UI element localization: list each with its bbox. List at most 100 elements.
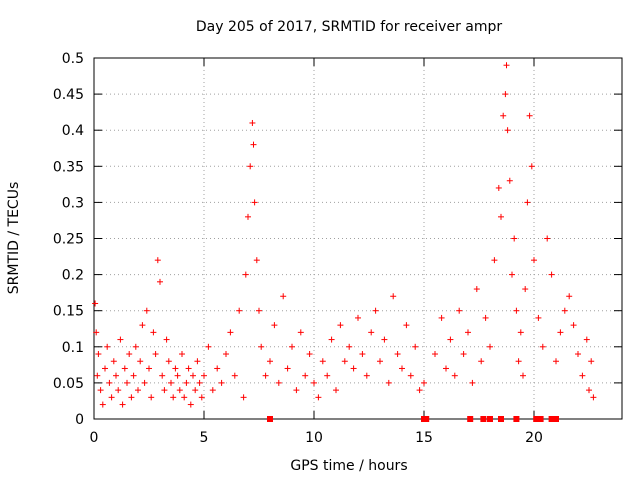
zero-marker	[267, 416, 273, 422]
data-point	[218, 379, 225, 386]
data-point	[196, 379, 203, 386]
data-point	[132, 343, 139, 350]
data-point	[256, 307, 262, 314]
data-point	[579, 372, 586, 379]
zero-marker	[487, 416, 493, 422]
data-point	[152, 351, 159, 358]
data-point	[583, 336, 590, 343]
data-point	[94, 372, 101, 379]
data-point	[284, 365, 291, 372]
data-point	[121, 365, 128, 372]
data-point	[377, 358, 383, 365]
data-point	[135, 387, 141, 394]
data-point	[141, 379, 148, 386]
y-tick-label: 0.4	[62, 123, 84, 139]
data-point	[432, 351, 438, 358]
y-tick-label: 0.45	[53, 87, 84, 103]
data-point	[148, 394, 155, 401]
data-point	[487, 343, 493, 350]
data-point	[110, 358, 117, 365]
data-point	[465, 329, 471, 336]
data-point	[319, 358, 326, 365]
data-point	[586, 387, 592, 394]
data-point	[460, 351, 467, 358]
data-point	[513, 307, 520, 314]
data-point	[511, 235, 518, 242]
data-point	[159, 372, 166, 379]
data-point	[168, 379, 174, 386]
data-point	[528, 163, 535, 170]
data-point	[328, 336, 335, 343]
data-point	[399, 365, 405, 372]
data-point	[130, 372, 137, 379]
data-point	[355, 314, 361, 321]
zero-marker	[467, 416, 474, 422]
data-point	[412, 343, 419, 350]
data-point	[302, 372, 309, 379]
y-tick-label: 0.05	[53, 376, 84, 392]
data-point	[209, 387, 216, 394]
data-point	[394, 351, 401, 358]
data-point	[192, 387, 199, 394]
data-point	[535, 314, 542, 321]
data-point	[113, 372, 119, 379]
data-point	[106, 379, 113, 386]
y-tick-label: 0.2	[62, 268, 84, 284]
data-point	[253, 257, 260, 264]
data-point	[498, 213, 504, 220]
data-point	[561, 307, 568, 314]
x-tick-label: 10	[305, 430, 323, 446]
data-point	[183, 379, 190, 386]
data-point	[137, 358, 144, 365]
zero-marker	[553, 416, 559, 422]
y-tick-label: 0.15	[53, 304, 84, 320]
grid-lines	[94, 58, 622, 419]
zero-marker	[537, 416, 544, 422]
data-point	[170, 394, 177, 401]
data-point	[258, 343, 265, 350]
y-tick-label: 0.35	[53, 159, 84, 175]
data-point	[509, 271, 515, 278]
tick-labels: 0 5 10 15 20 0 0.05 0.1 0.15 0.2 0.25 0.3 0.35 0.4 0.4…	[53, 51, 543, 446]
data-point	[139, 322, 146, 329]
y-axis-label: SRMTID / TECUs	[6, 182, 22, 295]
data-point	[566, 293, 573, 300]
data-point	[275, 379, 282, 386]
x-tick-label: 5	[200, 430, 209, 446]
data-point	[517, 329, 524, 336]
data-point	[522, 286, 529, 293]
data-point	[341, 358, 348, 365]
axis-ticks	[93, 57, 622, 420]
y-tick-label: 0.3	[62, 195, 84, 211]
data-point	[236, 307, 243, 314]
data-point	[165, 358, 172, 365]
zero-marker	[498, 416, 504, 422]
data-point	[515, 358, 522, 365]
data-point	[539, 343, 546, 350]
y-tick-label: 0.1	[62, 340, 84, 356]
data-point	[506, 177, 513, 184]
data-point	[172, 365, 179, 372]
data-point	[250, 141, 257, 148]
data-point	[447, 336, 454, 343]
zero-marker	[513, 416, 520, 422]
data-point	[324, 372, 331, 379]
y-tick-label: 0	[75, 412, 84, 428]
data-point	[146, 365, 152, 372]
data-point	[337, 322, 344, 329]
data-point	[381, 336, 388, 343]
data-point	[231, 372, 238, 379]
data-point	[588, 358, 595, 365]
data-point	[108, 394, 115, 401]
data-point	[249, 119, 256, 126]
x-axis-label: GPS time / hours	[290, 458, 407, 474]
data-point	[346, 343, 353, 350]
data-point	[443, 365, 449, 372]
data-point	[482, 314, 489, 321]
data-point	[372, 307, 379, 314]
data-point	[247, 163, 254, 170]
data-point	[99, 401, 106, 408]
x-tick-label: 0	[90, 430, 99, 446]
